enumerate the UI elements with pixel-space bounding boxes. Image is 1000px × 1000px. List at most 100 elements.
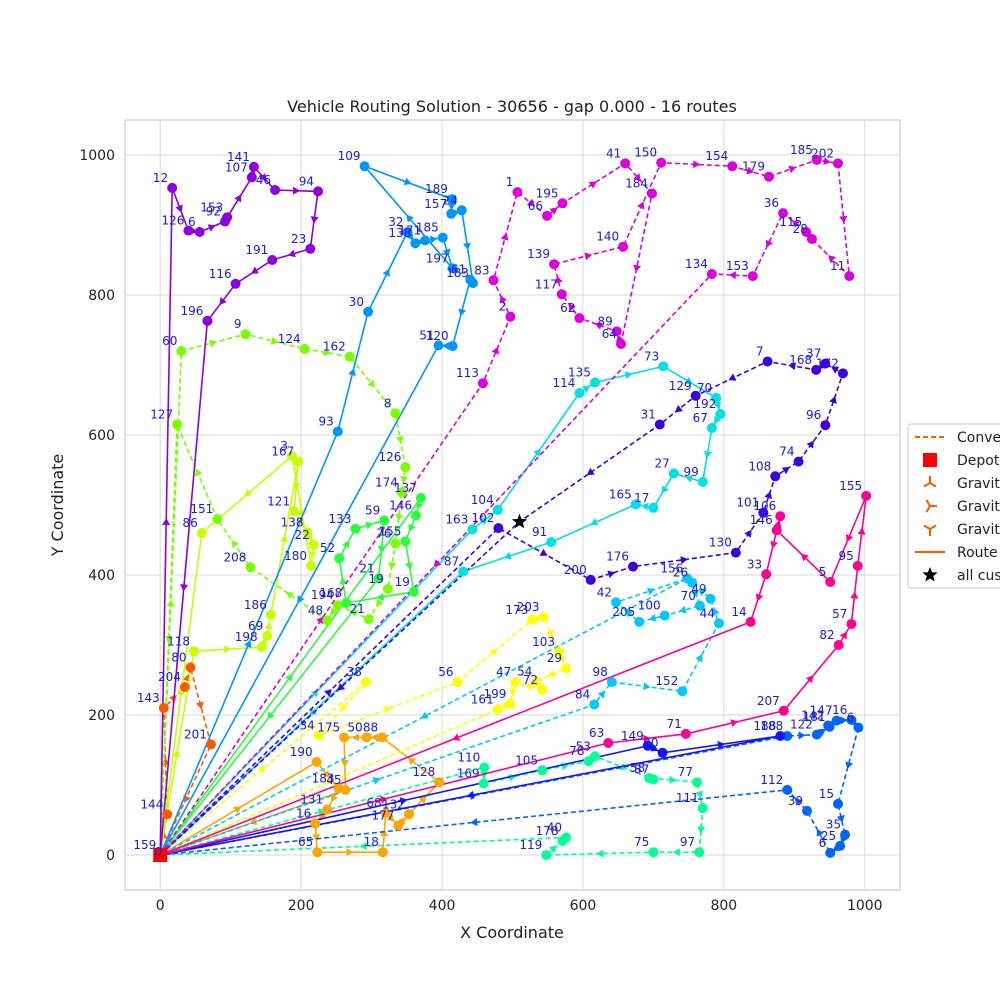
customer-point	[393, 820, 404, 831]
customer-label: 51	[419, 328, 434, 342]
route-arrow	[594, 322, 603, 330]
customer-label: 149	[621, 729, 644, 743]
route-arrow	[678, 605, 687, 614]
customer-point	[415, 493, 426, 503]
route-arrow	[312, 834, 321, 842]
customer-label: 186	[244, 598, 267, 612]
customer-label: 78	[569, 744, 584, 758]
customer-label: 175	[317, 720, 340, 734]
customer-point	[727, 161, 738, 172]
customer-point	[363, 614, 374, 625]
customer-label: 30	[349, 295, 364, 309]
customer-label: 132	[382, 797, 405, 811]
customer-label: 115	[779, 215, 802, 229]
route-arrow	[388, 562, 397, 570]
customer-point	[782, 731, 793, 741]
customer-label: 77	[678, 765, 693, 779]
customer-label: 17	[634, 491, 649, 505]
customer-label: 44	[700, 606, 715, 620]
customer-point	[745, 616, 756, 627]
customer-label: 28	[793, 222, 808, 236]
customer-point	[267, 255, 278, 265]
customer-point	[194, 227, 205, 237]
customer-point	[537, 684, 548, 695]
route-arrow	[340, 760, 349, 768]
customer-point	[400, 462, 411, 473]
customer-label: 107	[225, 160, 248, 174]
customer-point	[782, 784, 793, 795]
customer-point	[840, 829, 851, 840]
customer-label: 45	[326, 773, 341, 787]
customer-label: 112	[760, 773, 783, 787]
route-arrow	[554, 275, 563, 284]
legend-swatch-tri	[923, 524, 937, 536]
customer-label: 52	[320, 541, 335, 555]
customer-label: 57	[832, 607, 847, 621]
route-arrow	[420, 711, 429, 719]
customer-point	[589, 751, 600, 762]
y-tick-label: 0	[106, 848, 115, 864]
customer-label: 133	[328, 512, 351, 526]
route-arrow	[633, 173, 641, 182]
customer-point	[531, 676, 542, 687]
customer-label: 192	[693, 397, 716, 411]
route-arrow	[377, 545, 386, 553]
customer-point	[202, 315, 213, 326]
customer-label: 155	[379, 524, 402, 538]
route-arrow	[177, 690, 186, 698]
customer-point	[574, 388, 585, 398]
customer-label: 18	[364, 835, 379, 849]
customer-label: 167	[271, 445, 294, 459]
route-arrow	[224, 645, 232, 654]
customer-point	[377, 732, 388, 743]
customer-label: 105	[515, 753, 538, 767]
route-arrow	[791, 220, 800, 228]
customer-label: 194	[311, 588, 334, 602]
route-arrow	[503, 551, 512, 560]
customer-point	[311, 756, 322, 767]
customer-point	[561, 832, 572, 843]
customer-label: 74	[779, 445, 794, 459]
customer-label: 162	[323, 340, 346, 354]
depot-label-0: 0	[154, 845, 162, 859]
customer-label: 152	[655, 674, 678, 688]
customer-point	[305, 243, 316, 254]
customer-point	[606, 677, 617, 688]
route-arrow	[376, 592, 385, 601]
customer-label: 75	[634, 835, 649, 849]
route-arrow	[166, 599, 175, 607]
route-arrow	[292, 482, 301, 490]
customer-point	[312, 847, 323, 858]
customer-point	[837, 368, 848, 379]
customer-point	[793, 456, 804, 467]
route-arrow	[323, 348, 331, 357]
customer-label: 196	[181, 304, 204, 318]
route-arrow	[806, 440, 815, 449]
customer-label: 183	[312, 772, 335, 786]
customer-point	[434, 777, 445, 788]
customer-label: 19	[395, 575, 410, 589]
customer-label: 143	[137, 691, 160, 705]
legend-swatch-star	[922, 567, 938, 582]
customer-label: 183	[446, 266, 469, 280]
customer-point	[770, 471, 781, 482]
customer-label: 128	[412, 765, 435, 779]
route-arrow	[348, 368, 356, 377]
customer-point	[825, 847, 836, 858]
customer-label: 59	[365, 503, 380, 517]
customer-point	[811, 364, 822, 375]
route-arrow	[172, 749, 181, 758]
customer-label: 129	[669, 379, 692, 393]
customer-label: 179	[742, 160, 765, 174]
customer-label: 178	[536, 824, 559, 838]
customer-point	[677, 686, 688, 697]
customer-label: 197	[426, 251, 449, 265]
route-arrow	[162, 517, 171, 526]
customer-point	[647, 188, 657, 199]
customer-label: 22	[295, 528, 310, 542]
route-arrow	[770, 540, 778, 549]
route-arrow	[788, 165, 797, 174]
customer-point	[630, 499, 641, 510]
route-arrow	[526, 198, 535, 207]
